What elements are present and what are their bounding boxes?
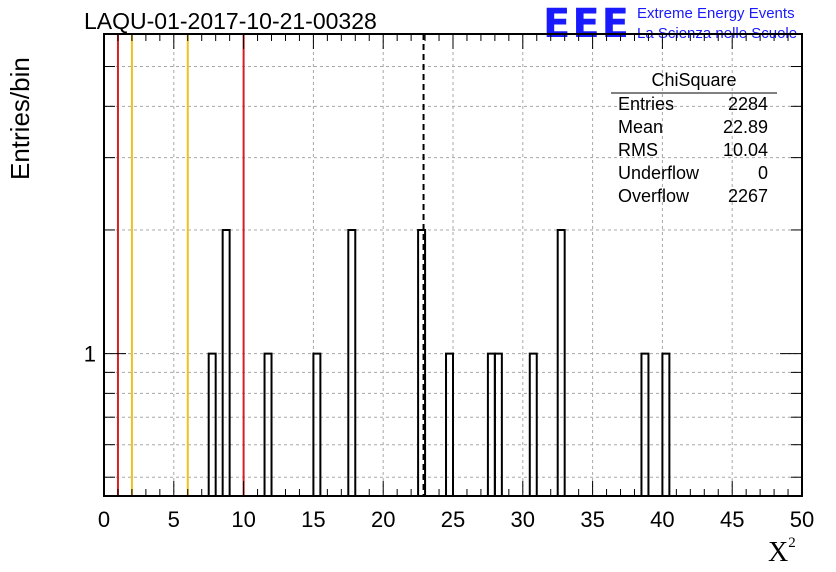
stats-label: Underflow bbox=[618, 163, 700, 183]
stats-value: 0 bbox=[758, 163, 768, 183]
histogram-bar bbox=[661, 352, 671, 496]
histogram-bar bbox=[493, 352, 503, 496]
histogram-bar bbox=[640, 352, 650, 496]
x-tick-label: 15 bbox=[301, 507, 325, 532]
histogram-bar bbox=[312, 352, 322, 496]
x-tick-label: 45 bbox=[720, 507, 744, 532]
x-axis-label: X2 bbox=[768, 534, 796, 568]
x-tick-label: 25 bbox=[441, 507, 465, 532]
logo-line-1: Extreme Energy Events bbox=[637, 5, 795, 22]
stats-label: RMS bbox=[618, 140, 658, 160]
x-tick-label: 50 bbox=[790, 507, 814, 532]
histogram-bar bbox=[263, 352, 273, 496]
x-tick-label: 35 bbox=[580, 507, 604, 532]
histogram-bar bbox=[347, 228, 357, 496]
x-tick-label: 0 bbox=[98, 507, 110, 532]
stats-label: Mean bbox=[618, 117, 663, 137]
x-tick-label: 30 bbox=[511, 507, 535, 532]
stats-value: 22.89 bbox=[723, 117, 768, 137]
histogram-bar bbox=[528, 352, 538, 496]
histogram-bar bbox=[207, 352, 217, 496]
x-tick-label: 10 bbox=[231, 507, 255, 532]
y-tick-label: 1 bbox=[84, 342, 96, 367]
stats-value: 2284 bbox=[728, 94, 768, 114]
x-tick-label: 5 bbox=[168, 507, 180, 532]
histogram-bar bbox=[445, 352, 454, 496]
histogram-bar bbox=[221, 228, 231, 496]
histogram-bar bbox=[417, 228, 427, 496]
chart-title: LAQU-01-2017-10-21-00328 bbox=[84, 8, 377, 34]
stats-title: ChiSquare bbox=[651, 70, 736, 90]
stats-label: Entries bbox=[618, 94, 674, 114]
x-tick-label: 20 bbox=[371, 507, 395, 532]
eee-logo: EEE bbox=[543, 1, 631, 47]
histogram-bar bbox=[486, 352, 496, 496]
stats-value: 10.04 bbox=[723, 140, 768, 160]
histogram-bar bbox=[556, 228, 566, 496]
stats-label: Overflow bbox=[618, 186, 690, 206]
x-tick-label: 40 bbox=[650, 507, 674, 532]
stats-value: 2267 bbox=[728, 186, 768, 206]
